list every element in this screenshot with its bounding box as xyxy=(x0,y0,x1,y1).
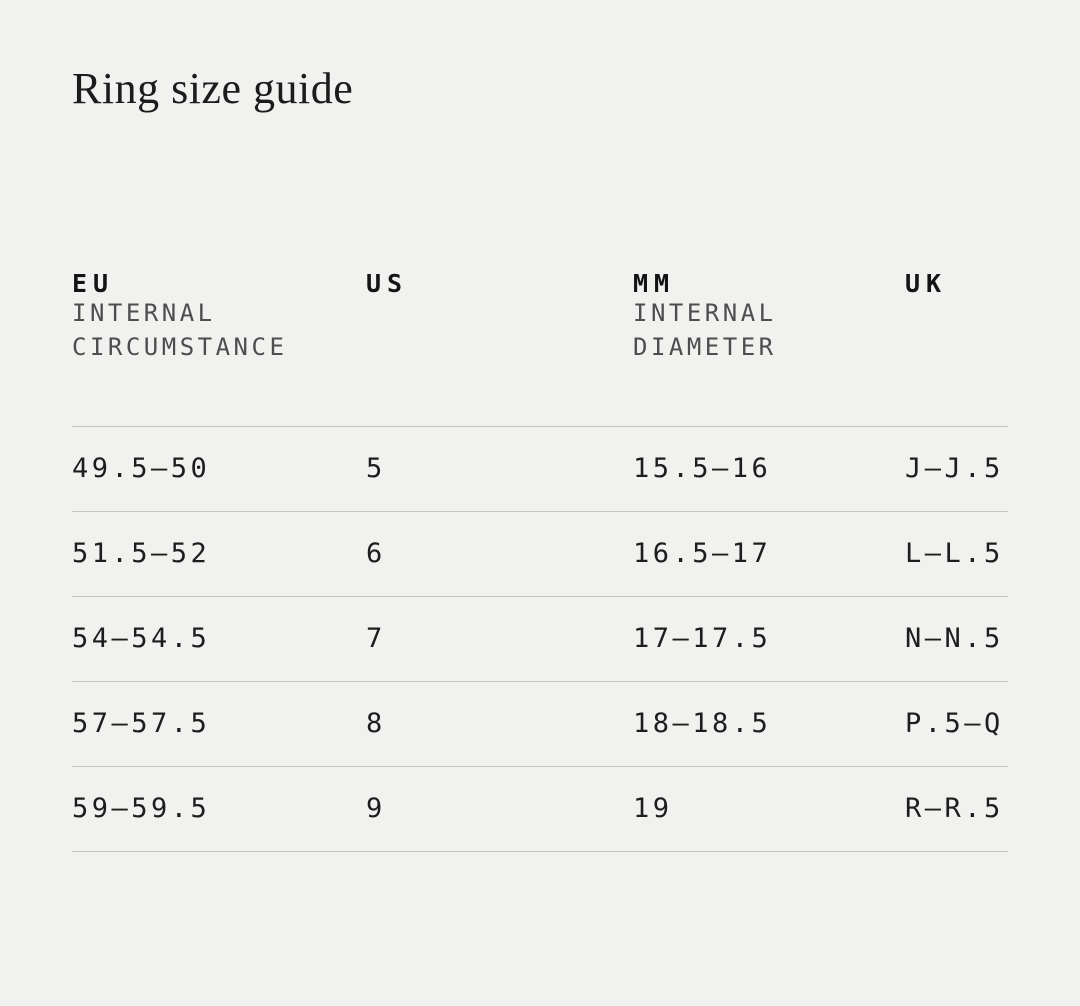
column-code-us: US xyxy=(366,268,409,298)
column-code-mm: MM xyxy=(633,268,676,298)
table-row: 57—57.5 8 18—18.5 P.5—Q xyxy=(72,680,1008,766)
cell-uk: J—J.5 xyxy=(905,453,1004,485)
cell-eu: 49.5—50 xyxy=(72,453,211,485)
cell-uk: R—R.5 xyxy=(905,793,1004,825)
cell-mm: 19 xyxy=(633,793,673,825)
cell-eu: 54—54.5 xyxy=(72,623,211,655)
ring-size-guide-page: Ring size guide EU INTERNAL CIRCUMSTANCE… xyxy=(0,64,1080,1006)
cell-us: 9 xyxy=(366,793,386,825)
column-header-eu: EU INTERNAL CIRCUMSTANCE xyxy=(72,271,366,364)
cell-uk: L—L.5 xyxy=(905,538,1004,570)
column-subtitle-line: INTERNAL xyxy=(633,298,777,327)
table-row: 49.5—50 5 15.5—16 J—J.5 xyxy=(72,425,1008,511)
cell-mm: 16.5—17 xyxy=(633,538,772,570)
page-title: Ring size guide xyxy=(72,64,354,113)
cell-us: 8 xyxy=(366,708,386,740)
cell-uk: N—N.5 xyxy=(905,623,1004,655)
cell-us: 5 xyxy=(366,453,386,485)
column-header-uk: UK xyxy=(905,271,1008,364)
table-row: 54—54.5 7 17—17.5 N—N.5 xyxy=(72,595,1008,681)
table-row: 51.5—52 6 16.5—17 L—L.5 xyxy=(72,510,1008,596)
cell-eu: 57—57.5 xyxy=(72,708,211,740)
ring-size-table: 49.5—50 5 15.5—16 J—J.5 51.5—52 6 16.5—1… xyxy=(72,425,1008,852)
cell-eu: 59—59.5 xyxy=(72,793,211,825)
column-subtitle-line: INTERNAL xyxy=(72,298,216,327)
cell-mm: 15.5—16 xyxy=(633,453,772,485)
table-header-row: EU INTERNAL CIRCUMSTANCE US MM INTERNAL … xyxy=(72,271,1008,364)
column-subtitle-line: DIAMETER xyxy=(633,332,777,361)
cell-eu: 51.5—52 xyxy=(72,538,211,570)
column-subtitle-line: CIRCUMSTANCE xyxy=(72,332,288,361)
column-header-mm: MM INTERNAL DIAMETER xyxy=(633,271,905,364)
cell-mm: 18—18.5 xyxy=(633,708,772,740)
cell-us: 7 xyxy=(366,623,386,655)
column-header-us: US xyxy=(366,271,633,364)
cell-mm: 17—17.5 xyxy=(633,623,772,655)
column-code-eu: EU xyxy=(72,268,115,298)
cell-us: 6 xyxy=(366,538,386,570)
table-row: 59—59.5 9 19 R—R.5 xyxy=(72,765,1008,852)
cell-uk: P.5—Q xyxy=(905,708,1004,740)
column-code-uk: UK xyxy=(905,268,948,298)
